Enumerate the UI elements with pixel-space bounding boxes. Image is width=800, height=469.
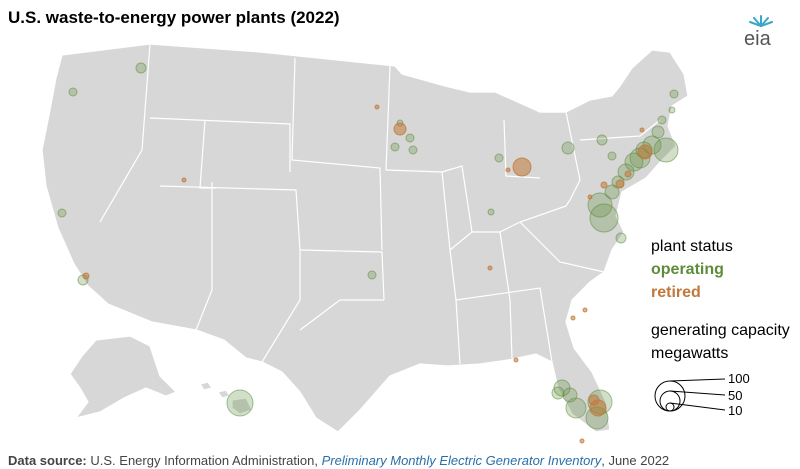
legend-size-100: 100 — [728, 371, 750, 386]
retired-marker — [587, 194, 593, 200]
plant-marker — [653, 137, 679, 163]
hawaii-shape — [199, 381, 253, 415]
plant-marker — [408, 145, 418, 155]
plant-marker — [551, 386, 565, 400]
plant-marker — [226, 389, 254, 417]
capacity-legend-circles — [654, 378, 726, 412]
retired-marker — [582, 307, 588, 313]
retired-marker — [513, 357, 519, 363]
plant-marker — [589, 203, 619, 233]
plant-marker — [604, 184, 620, 200]
retired-marker — [393, 122, 407, 136]
retired-marker — [487, 265, 493, 271]
source-org: U.S. Energy Information Administration, — [90, 453, 318, 468]
plant-marker — [669, 89, 679, 99]
sunrise-icon — [749, 15, 773, 27]
plant-marker — [657, 115, 667, 125]
plant-marker — [57, 208, 67, 218]
retired-marker — [82, 272, 90, 280]
retired-marker — [600, 181, 608, 189]
plant-marker — [596, 134, 608, 146]
eia-logo: eia — [744, 15, 773, 50]
plant-marker — [390, 142, 400, 152]
plant-marker — [607, 151, 617, 161]
retired-marker — [639, 127, 645, 133]
retired-marker — [615, 179, 625, 189]
plant-marker — [487, 208, 495, 216]
source-publication-link[interactable]: Preliminary Monthly Electric Generator I… — [321, 453, 602, 468]
retired-marker — [512, 157, 532, 177]
plant-marker — [135, 62, 147, 74]
map-title: U.S. waste-to-energy power plants (2022) — [8, 8, 340, 27]
logo-text: eia — [744, 28, 772, 50]
retired-plants — [82, 104, 653, 444]
legend-circle-50 — [659, 390, 681, 412]
source-label: Data source: — [8, 453, 87, 468]
legend-capacity-unit: megawatts — [651, 345, 729, 362]
retired-marker — [374, 104, 380, 110]
source-note: Data source: U.S. Energy Information Adm… — [8, 453, 669, 468]
plant-marker — [615, 232, 627, 244]
legend-status-heading: plant status — [651, 238, 733, 255]
legend-size-10: 10 — [728, 403, 743, 418]
plant-marker — [651, 125, 665, 139]
retired-marker — [588, 394, 600, 406]
retired-marker — [570, 315, 576, 321]
retired-marker — [637, 144, 653, 160]
legend-operating: operating — [651, 261, 724, 278]
plant-marker — [668, 106, 676, 114]
source-date: , June 2022 — [601, 453, 670, 468]
legend-capacity-heading: generating capacity — [651, 322, 790, 339]
legend-retired: retired — [651, 284, 701, 301]
plant-marker — [565, 397, 587, 419]
plant-marker — [494, 153, 504, 163]
state-borders — [99, 43, 661, 365]
plant-marker — [624, 152, 644, 172]
retired-marker — [579, 438, 585, 444]
plant-marker — [367, 270, 377, 280]
plant-marker — [561, 141, 575, 155]
legend-size-50: 50 — [728, 388, 743, 403]
retired-marker — [624, 170, 632, 178]
retired-marker — [181, 177, 187, 183]
plant-marker — [405, 133, 415, 143]
land — [41, 43, 689, 433]
alaska-shape — [69, 335, 178, 419]
legend-circle-100 — [654, 380, 686, 412]
legend-circle-10 — [665, 402, 675, 412]
retired-marker — [505, 167, 511, 173]
plant-marker — [68, 87, 78, 97]
